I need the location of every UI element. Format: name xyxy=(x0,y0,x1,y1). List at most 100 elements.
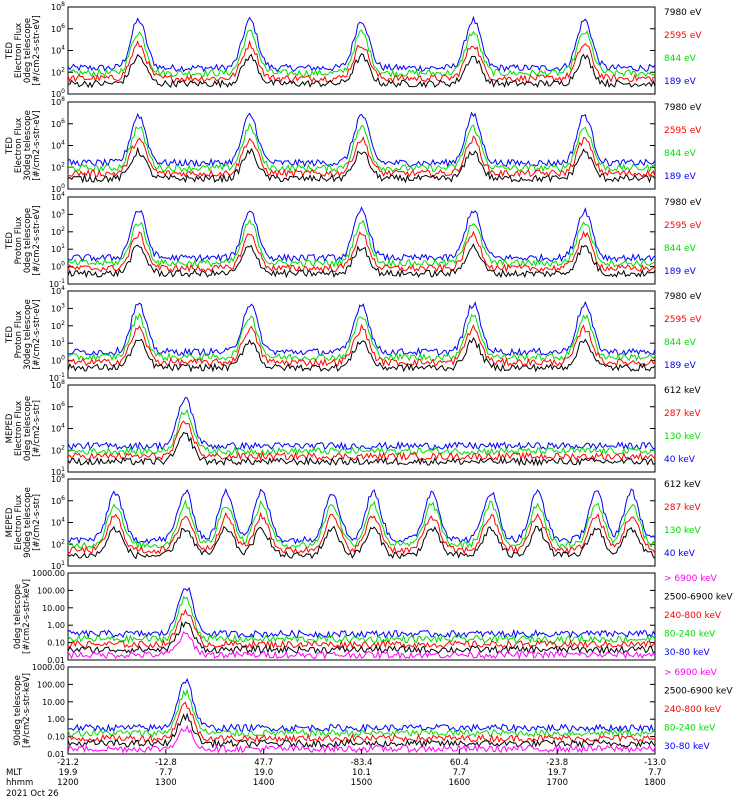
y-axis-label: 0deg telescope xyxy=(23,208,33,273)
legend-entry: 7980 eV xyxy=(664,198,702,208)
y-tick-label: 102 xyxy=(51,66,65,77)
y-tick-label: 108 xyxy=(51,473,65,484)
legend-entry: 2595 eV xyxy=(664,126,702,136)
y-tick-label: 102 xyxy=(51,226,65,237)
y-axis-label: [#/cm2-s-str] xyxy=(32,400,42,457)
panel-frame xyxy=(67,196,656,285)
series-line xyxy=(67,595,656,645)
x-tick-label-mlt: 19.9 xyxy=(59,768,78,778)
series-line xyxy=(67,408,656,456)
y-tick-label: 106 xyxy=(51,23,65,34)
y-axis-label: TED xyxy=(5,136,15,155)
y-axis-label: Proton Flux xyxy=(14,217,24,265)
legend-entry: 612 keV xyxy=(664,386,701,396)
y-axis-label: Electron Flux xyxy=(14,401,24,456)
legend-entry: 80-240 keV xyxy=(664,724,716,734)
series-line xyxy=(67,122,656,174)
y-axis-label: Electron Flux xyxy=(14,495,24,550)
series-line xyxy=(67,499,656,550)
legend-entry: 844 eV xyxy=(664,149,697,159)
y-tick-label: 0.01 xyxy=(47,656,65,665)
x-tick-label-mlt: 7.7 xyxy=(159,768,173,778)
y-axis-label: Electron Flux xyxy=(14,23,24,78)
legend-entry: 612 keV xyxy=(664,480,701,490)
series-line xyxy=(67,135,656,179)
x-tick-label-time: 1500 xyxy=(351,778,373,788)
series-line xyxy=(67,608,656,650)
legend-entry: 844 eV xyxy=(664,338,697,348)
y-tick-label: 101 xyxy=(51,243,65,254)
y-tick-label: 0.10 xyxy=(47,733,65,742)
x-tick-label-time: 1300 xyxy=(155,778,177,788)
y-tick-label: 104 xyxy=(51,191,65,202)
y-axis-label: Electron Flux xyxy=(14,118,24,173)
y-axis-label: MEPED xyxy=(5,413,15,443)
y-tick-label: 0.10 xyxy=(47,639,65,648)
legend-entry: 7980 eV xyxy=(664,292,702,302)
legend-entry: 80-240 keV xyxy=(664,630,716,640)
series-line xyxy=(67,420,656,462)
legend-entry: 2595 eV xyxy=(664,221,702,231)
x-tick-label-time: 1600 xyxy=(449,778,471,788)
series-line xyxy=(67,39,656,83)
x-tick-label-mlt: 19.7 xyxy=(548,768,567,778)
x-tick-label-time: 1800 xyxy=(644,778,666,788)
y-tick-label: 10-1 xyxy=(49,278,65,289)
y-axis-label: [#/cm2-s-str-eV] xyxy=(32,15,42,85)
panel-frame xyxy=(67,572,656,661)
y-tick-label: 100.00 xyxy=(37,680,65,689)
y-tick-label: 102 xyxy=(51,444,65,455)
series-line xyxy=(67,396,655,452)
x-tick-label-top: 47.7 xyxy=(254,758,273,768)
legend-entry: > 6900 keV xyxy=(664,574,718,584)
y-tick-label: 1.00 xyxy=(47,621,65,630)
panel-frame xyxy=(67,290,656,379)
y-axis-label: [#/cm2-s-str-keV] xyxy=(22,673,32,748)
legend-entry: 189 eV xyxy=(664,267,697,277)
y-axis-label: 90deg telescope xyxy=(23,487,33,558)
y-tick-label: 10.00 xyxy=(42,698,65,707)
x-tick-label-top: -83.4 xyxy=(351,758,373,768)
legend-entry: 240-800 keV xyxy=(664,611,722,621)
y-axis-label: [#/cm2-s-str-eV] xyxy=(32,299,42,369)
series-line xyxy=(67,15,656,73)
legend-entry: 240-800 keV xyxy=(664,705,722,715)
y-tick-label: 108 xyxy=(51,1,65,12)
legend-entry: 2500-6900 keV xyxy=(664,687,733,697)
x-row-label-mlt: MLT xyxy=(6,768,23,778)
panel-1: 100 102 104 106 108 TED Electron Flux 0deg tele… xyxy=(5,1,702,99)
series-line xyxy=(67,511,656,555)
x-tick-label-mlt: 10.1 xyxy=(352,768,371,778)
y-tick-label: 106 xyxy=(51,118,65,129)
panel-7: 0.01 0.10 1.00 10.00 100.00 1000.00 0deg teles… xyxy=(13,569,733,665)
series-line xyxy=(67,678,656,734)
x-tick-label-mlt: 19.0 xyxy=(254,768,273,778)
x-row-label-time: hhmm xyxy=(6,778,33,788)
y-tick-label: 1000.00 xyxy=(32,569,65,578)
y-axis-label: 0deg telescope xyxy=(23,18,33,83)
y-tick-label: 100 xyxy=(51,183,65,194)
x-tick-label-top: -12.8 xyxy=(155,758,177,768)
legend-entry: 189 eV xyxy=(664,361,697,371)
series-line xyxy=(67,218,656,268)
y-axis-label: MEPED xyxy=(5,507,15,537)
panel-5: 101 102 104 106 108 MEPED Electron Flux 0deg te… xyxy=(5,379,701,477)
series-line xyxy=(67,312,656,363)
series-line xyxy=(67,323,656,368)
y-tick-label: 10-1 xyxy=(49,372,65,383)
legend-entry: 40 keV xyxy=(664,549,696,559)
series-line xyxy=(67,631,656,660)
x-tick-label-top: -13.0 xyxy=(644,758,666,768)
y-tick-label: 100.00 xyxy=(37,586,65,595)
y-tick-label: 100 xyxy=(51,261,65,272)
legend-entry: 2595 eV xyxy=(664,315,702,325)
y-tick-label: 10.00 xyxy=(42,604,65,613)
legend-entry: 844 eV xyxy=(664,244,697,254)
legend-entry: 130 keV xyxy=(664,432,701,442)
x-tick-label-top: -23.8 xyxy=(546,758,568,768)
y-tick-label: 104 xyxy=(51,140,65,151)
x-tick-label-top: -21.2 xyxy=(57,758,79,768)
y-axis-label: 0deg telescope xyxy=(23,396,33,461)
x-tick-label-mlt: 7.7 xyxy=(453,768,467,778)
